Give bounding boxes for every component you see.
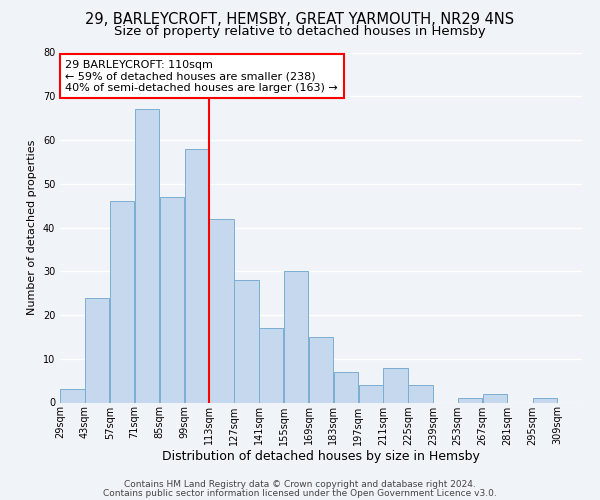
Text: 29, BARLEYCROFT, HEMSBY, GREAT YARMOUTH, NR29 4NS: 29, BARLEYCROFT, HEMSBY, GREAT YARMOUTH,… (85, 12, 515, 28)
Bar (135, 110, 159, 403)
Bar (284, 271, 308, 402)
Text: Contains HM Land Registry data © Crown copyright and database right 2024.: Contains HM Land Registry data © Crown c… (124, 480, 476, 489)
Bar (234, 280, 259, 402)
Bar (85, 298, 109, 403)
Bar (209, 219, 234, 402)
Y-axis label: Number of detached properties: Number of detached properties (27, 140, 37, 315)
Bar (408, 385, 433, 402)
Bar (185, 149, 209, 403)
Text: 29 BARLEYCROFT: 110sqm
← 59% of detached houses are smaller (238)
40% of semi-de: 29 BARLEYCROFT: 110sqm ← 59% of detached… (65, 60, 338, 92)
Bar (483, 394, 507, 402)
Bar (533, 398, 557, 402)
Bar (110, 201, 134, 402)
Bar (359, 385, 383, 402)
Bar (259, 328, 283, 402)
Bar (458, 398, 482, 402)
Text: Contains public sector information licensed under the Open Government Licence v3: Contains public sector information licen… (103, 488, 497, 498)
Bar (383, 368, 408, 402)
Bar (160, 197, 184, 402)
Bar (309, 337, 333, 402)
Bar (60, 390, 85, 402)
Text: Size of property relative to detached houses in Hemsby: Size of property relative to detached ho… (114, 25, 486, 38)
X-axis label: Distribution of detached houses by size in Hemsby: Distribution of detached houses by size … (162, 450, 480, 464)
Bar (334, 372, 358, 402)
